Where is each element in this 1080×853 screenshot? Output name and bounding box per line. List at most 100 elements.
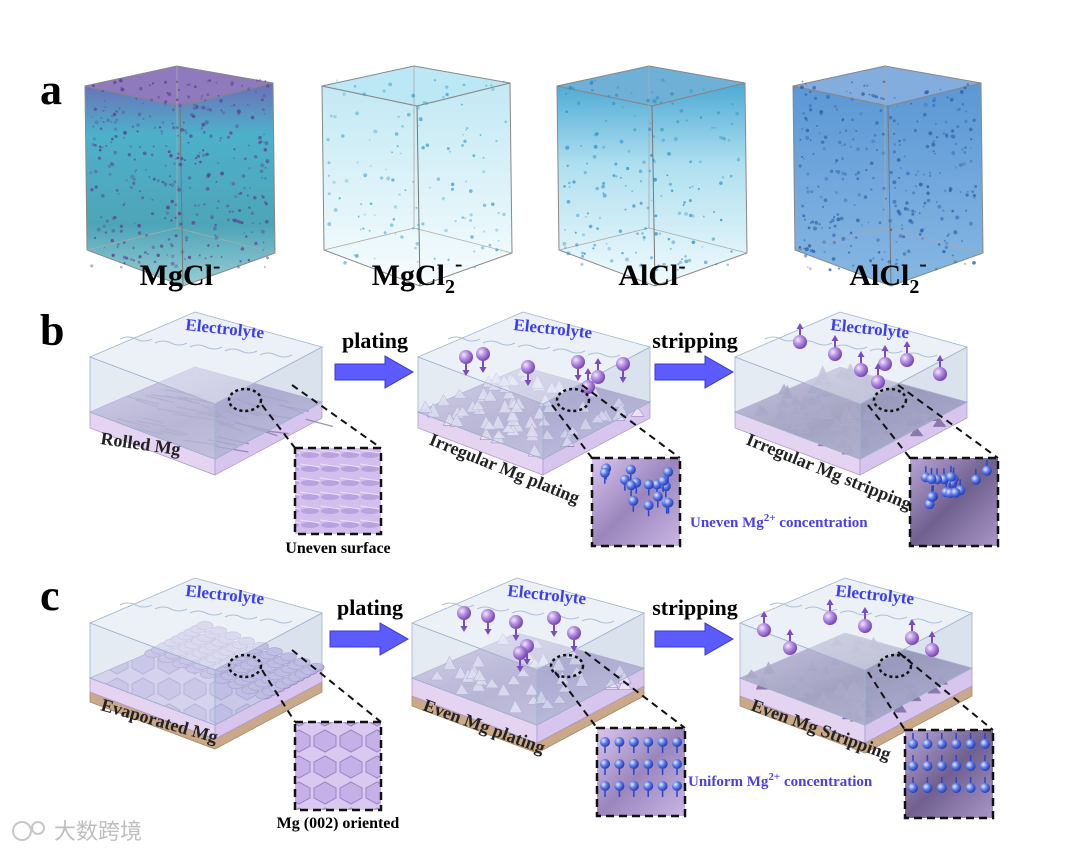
arrow-label: plating bbox=[337, 595, 403, 620]
arrow-stripping-b: stripping bbox=[652, 328, 738, 389]
cube-top bbox=[321, 65, 511, 107]
watermark-logo-icon bbox=[12, 821, 32, 841]
cube-row: MgCl- MgCl2- AlCl- AlCl2- bbox=[84, 65, 984, 298]
blue-ion-icon bbox=[950, 481, 961, 498]
blue-ion-icon bbox=[936, 733, 947, 749]
cube-particles bbox=[326, 79, 507, 271]
blue-ion-icon bbox=[628, 781, 639, 797]
mg-ion-icon bbox=[757, 611, 771, 637]
cube-label-2: MgCl2- bbox=[372, 251, 463, 298]
blue-ion-icon bbox=[628, 759, 639, 775]
cube-particles bbox=[562, 78, 741, 272]
blue-ion-icon bbox=[980, 755, 990, 771]
cube-label-3: AlCl- bbox=[618, 253, 685, 292]
inset-plating-c bbox=[554, 651, 687, 818]
mg-ion-icon bbox=[521, 360, 535, 386]
magnifier-circle bbox=[872, 387, 908, 413]
ion-distribution bbox=[599, 463, 674, 517]
concentration-label: Uneven Mg2+ concentration bbox=[690, 512, 868, 531]
magnifier-circle bbox=[877, 653, 913, 679]
blue-ion-icon bbox=[922, 777, 933, 793]
inset-label-oriented: Mg (002) oriented bbox=[277, 815, 400, 832]
mg-ion-icon bbox=[547, 611, 561, 637]
blue-ion-icon bbox=[625, 464, 636, 481]
blue-ion-icon bbox=[951, 777, 962, 793]
blue-ion-icon bbox=[626, 480, 637, 497]
mg-ion-icon bbox=[793, 323, 807, 349]
magnifier-circle bbox=[549, 653, 585, 679]
blue-ion-icon bbox=[945, 465, 956, 482]
blue-ion-icon bbox=[965, 733, 976, 749]
mg-ion-icon bbox=[513, 646, 527, 672]
electrolyte-top bbox=[88, 311, 324, 405]
arrow-right-icon bbox=[654, 622, 735, 656]
blue-ion-icon bbox=[628, 495, 639, 512]
mg-ion-icon bbox=[933, 355, 947, 381]
blue-ion-icon bbox=[965, 777, 976, 793]
blue-ion-icon bbox=[922, 733, 933, 749]
blue-ion-icon bbox=[614, 737, 625, 753]
blue-ion-icon bbox=[600, 737, 610, 753]
blue-ion-icon bbox=[600, 781, 610, 797]
cube-top bbox=[556, 65, 746, 107]
electrolyte-top bbox=[738, 577, 974, 671]
mg-ion-icon bbox=[567, 626, 581, 652]
inset-frame bbox=[903, 728, 995, 820]
mg-ion-icon bbox=[900, 341, 914, 367]
cube-top bbox=[792, 65, 982, 107]
inset-label-uneven: Uneven surface bbox=[285, 540, 390, 557]
mg-ion-icon bbox=[581, 368, 595, 394]
blue-ion-icon bbox=[600, 759, 610, 775]
blue-ion-icon bbox=[922, 755, 933, 771]
cube-top bbox=[84, 65, 274, 107]
cube-particles bbox=[798, 80, 977, 272]
panel-a-letter: a bbox=[40, 65, 62, 114]
blue-ion-icon bbox=[951, 755, 962, 771]
concentration-label: Uniform Mg2+ concentration bbox=[688, 771, 873, 790]
magnifier-circle bbox=[227, 653, 263, 679]
blue-ion-icon bbox=[658, 476, 669, 492]
inset-uneven-surface bbox=[261, 384, 383, 536]
mg-ion-icon bbox=[459, 350, 473, 376]
blue-ion-icon bbox=[965, 755, 976, 771]
blue-ion-icon bbox=[980, 733, 990, 749]
blue-ion-icon bbox=[927, 485, 937, 502]
blue-ion-icon bbox=[643, 500, 654, 517]
mg-ion-icon bbox=[571, 355, 585, 381]
mg-ion-icon bbox=[878, 345, 892, 371]
mg-ion-icon bbox=[925, 631, 939, 657]
blue-ion-icon bbox=[652, 491, 663, 508]
blue-ion-icon bbox=[657, 737, 668, 753]
blue-ion-icon bbox=[657, 759, 668, 775]
cube-3: AlCl- bbox=[556, 65, 748, 292]
panel-c-letter: c bbox=[40, 571, 60, 620]
blue-ion-icon bbox=[643, 479, 654, 496]
mg-ion-icon bbox=[854, 351, 868, 377]
electrolyte-top bbox=[88, 577, 324, 671]
mg-ion-icon bbox=[905, 619, 919, 645]
arrow-plating-b: plating bbox=[334, 328, 415, 389]
blue-ion-icon bbox=[908, 733, 918, 749]
ion-distribution bbox=[600, 737, 682, 797]
mg-ion-icon bbox=[481, 609, 495, 635]
blue-ion-icon bbox=[951, 733, 962, 749]
mg-ion-icon bbox=[783, 629, 797, 655]
cube-label-4: AlCl2- bbox=[849, 251, 926, 298]
blue-ion-icon bbox=[643, 759, 654, 775]
mg-ion-icon bbox=[823, 599, 837, 625]
ion-distribution bbox=[920, 459, 992, 510]
blue-ion-icon bbox=[908, 777, 918, 793]
arrow-label: stripping bbox=[652, 328, 738, 353]
electrolyte-top bbox=[416, 311, 652, 405]
inset-stripping-b bbox=[867, 384, 1000, 548]
blue-ion-icon bbox=[663, 467, 674, 483]
blue-ion-icon bbox=[628, 737, 639, 753]
arrow-stripping-c: stripping bbox=[652, 595, 738, 656]
blue-ion-icon bbox=[672, 781, 682, 797]
blue-ion-icon bbox=[643, 737, 654, 753]
blue-ion-icon bbox=[614, 759, 625, 775]
